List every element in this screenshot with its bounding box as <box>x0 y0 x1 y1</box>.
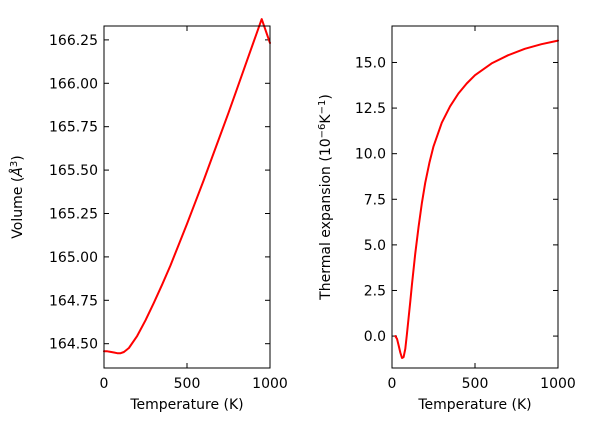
volume-x-tick-label: 500 <box>174 376 201 392</box>
volume-chart-frame <box>103 25 271 369</box>
thermal-expansion-y-tick-label: 0.0 <box>364 329 386 345</box>
volume-y-tick-label: 164.50 <box>49 337 98 353</box>
thermal-expansion-x-tick-label: 0 <box>388 376 397 392</box>
volume-y-tick-label: 165.00 <box>49 250 98 266</box>
volume-chart-y-axis-label: Volume (Å3) <box>9 155 27 238</box>
thermal-expansion-y-tick-label: 2.5 <box>364 283 386 299</box>
thermal-expansion-chart-y-axis-label: Thermal expansion (10−6K−1) <box>317 94 335 301</box>
volume-y-tick-label: 166.25 <box>49 33 98 49</box>
thermal-expansion-y-tick-label: 5.0 <box>364 238 386 254</box>
thermal-expansion-series-line <box>394 39 559 359</box>
volume-y-tick-label: 166.00 <box>49 76 98 92</box>
volume-y-tick-label: 164.75 <box>49 293 98 309</box>
thermal-expansion-chart-frame <box>391 25 559 369</box>
volume-y-tick-label: 165.75 <box>49 120 98 136</box>
volume-x-tick-label: 1000 <box>252 376 288 392</box>
thermal-expansion-y-tick-label: 12.5 <box>355 101 386 117</box>
thermal-expansion-chart-ticks: 0 500 1000 0.0 2.5 5.0 7.5 10.0 12.5 15.0 <box>355 26 576 392</box>
volume-chart-ticks: 0 500 1000 164.50 164.75 165.00 165.25 165.50 16… <box>49 26 288 392</box>
thermal-expansion-x-tick-label: 500 <box>462 376 489 392</box>
volume-chart: 0 500 1000 164.50 164.75 165.00 165.25 165.50 16… <box>9 18 288 413</box>
volume-chart-x-axis-label: Temperature (K) <box>129 397 243 413</box>
thermal-expansion-y-tick-label: 7.5 <box>364 192 386 208</box>
thermal-expansion-y-tick-label: 15.0 <box>355 55 386 71</box>
volume-series-line <box>103 18 271 355</box>
thermal-expansion-y-tick-label: 10.0 <box>355 147 386 163</box>
thermal-expansion-x-tick-label: 1000 <box>540 376 576 392</box>
volume-x-tick-label: 0 <box>100 376 109 392</box>
thermal-expansion-chart-x-axis-label: Temperature (K) <box>417 397 531 413</box>
volume-y-tick-label: 165.25 <box>49 206 98 222</box>
thermal-expansion-chart: 0 500 1000 0.0 2.5 5.0 7.5 10.0 12.5 15.0 Tempera… <box>317 25 576 413</box>
volume-y-tick-label: 165.50 <box>49 163 98 179</box>
